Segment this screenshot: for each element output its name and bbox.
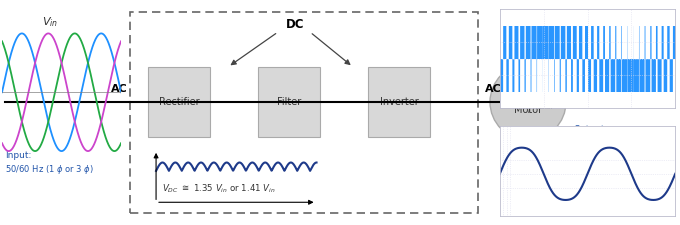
Text: $_{PWM}$: $_{PWM}$: [540, 8, 556, 17]
Text: Filter: Filter: [277, 97, 301, 107]
Text: 3 φ: 3 φ: [520, 89, 536, 99]
Text: AC: AC: [111, 84, 127, 94]
Text: Input:: Input:: [5, 151, 31, 160]
Text: $I$: $I$: [527, 103, 532, 115]
Text: Output:: Output:: [573, 126, 607, 135]
Text: Variable voltage: Variable voltage: [573, 140, 641, 149]
Text: AC: AC: [485, 84, 501, 94]
Bar: [148, 67, 210, 137]
Text: Rectifier: Rectifier: [158, 97, 199, 107]
Text: 50/60 Hz (1 $\phi$ or 3 $\phi$): 50/60 Hz (1 $\phi$ or 3 $\phi$): [5, 164, 94, 176]
Bar: [368, 67, 430, 137]
Text: $V_{DC}$ $\cong$ 1.35 $V_{in}$ or 1.41 $V_{in}$: $V_{DC}$ $\cong$ 1.35 $V_{in}$ or 1.41 $…: [162, 183, 276, 195]
Text: Inverter: Inverter: [379, 97, 418, 107]
Text: $V$: $V$: [530, 8, 541, 20]
Circle shape: [490, 64, 566, 140]
Bar: [130, 12, 478, 213]
Text: $V_{in}$: $V_{in}$: [42, 15, 58, 29]
Text: DC: DC: [286, 18, 304, 32]
Text: Motor: Motor: [514, 105, 542, 115]
Text: and frequency: and frequency: [573, 155, 634, 164]
Bar: [258, 67, 320, 137]
Text: $_{motor}$: $_{motor}$: [535, 103, 555, 112]
